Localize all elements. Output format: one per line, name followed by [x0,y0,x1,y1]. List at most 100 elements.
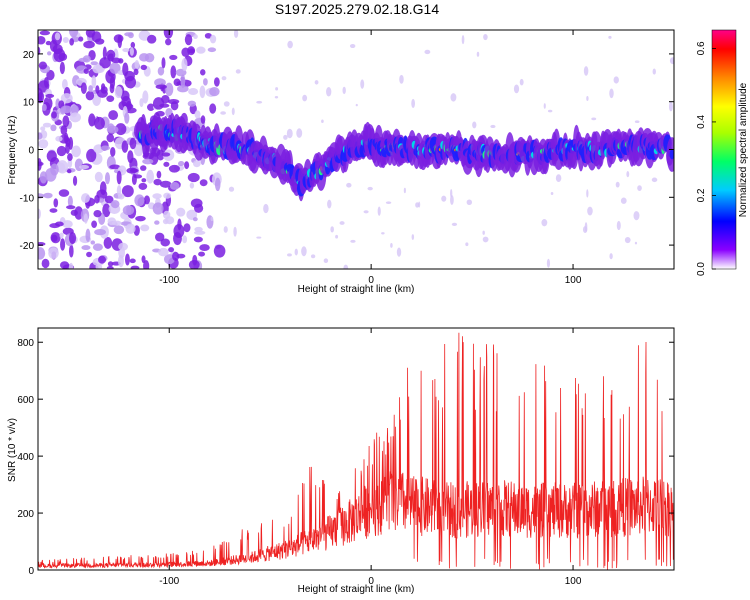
spectrogram-noise-blob [38,88,43,101]
spectrogram-noise-blob [71,104,79,115]
spectrogram-noise-blob [182,235,188,244]
spectrogram-faint-blob [415,202,420,208]
spectrogram-noise-blob [209,103,217,114]
spectrogram-faint-blob [450,93,457,102]
spectrogram-noise-blob [161,152,171,157]
spectrogram-noise-blob [109,76,116,89]
spectrogram-noise-blob [192,254,198,266]
spectrogram-noise-blob [114,86,123,99]
spectrogram-noise-blob [153,178,162,186]
spectrogram-noise-blob [187,172,200,183]
spectrogram-noise-blob [80,82,87,94]
spectrogram-noise-blob [170,65,177,79]
spectrogram-noise-blob [53,198,59,208]
snr-y-tick-label: 0 [28,566,34,577]
spectrogram-noise-blob [173,78,181,87]
spectrogram-faint-blob [220,111,226,115]
spectrogram-faint-blob [669,57,674,65]
spectrogram-noise-blob [54,221,64,227]
spectrogram-noise-blob [66,205,76,210]
spectrogram-noise-blob [41,258,50,269]
spectrogram-noise-blob [83,40,95,49]
spectrogram-noise-blob [67,153,73,162]
spectrogram-noise-blob [124,70,135,82]
spectrogram-noise-blob [106,265,114,269]
spectrogram-noise-blob [111,220,122,226]
spectrogram-noise-blob [129,137,137,150]
spectrogram-noise-blob [62,115,70,128]
snr-frame [37,327,675,571]
spectrogram-noise-blob [196,46,206,54]
spectrogram-x-tick-label: 0 [368,275,374,286]
spectrogram-noise-blob [134,194,145,207]
spectrogram-noise-blob [183,223,191,233]
snr-y-label: SNR (10 * v/v) [7,418,18,482]
spectrogram-noise-blob [43,76,49,88]
colorbar: 0.0 0.2 0.4 0.6 Normalized spectral amplitu… [696,29,749,276]
spectrogram-noise-blob [109,62,121,74]
spectrogram-noise-blob [104,195,114,204]
chart-title: S197.2025.279.02.18.G14 [275,1,439,17]
spectrogram-faint-blob [461,34,465,45]
spectrogram-noise-blob [107,123,115,132]
spectrogram-faint-blob [513,84,520,94]
spectrogram-noise-blob [184,34,193,46]
snr-series-line [37,332,674,570]
spectrogram-noise-blob [141,178,147,183]
spectrogram-faint-blob [651,177,658,183]
spectrogram-faint-blob [424,49,431,55]
spectrogram-noise-blob [178,160,185,167]
spectrogram-faint-blob [335,234,339,239]
spectrogram-noise-blob [199,244,210,251]
spectrogram-faint-blob [286,128,293,139]
spectrogram-faint-blob [210,216,214,222]
spectrogram-noise-blob [193,34,198,40]
spectrogram-faint-blob [302,94,308,102]
spectrogram-noise-blob [108,110,119,121]
spectrogram-noise-blob [60,125,68,136]
spectrogram-faint-blob [396,247,402,257]
spectrogram-faint-blob [555,174,562,183]
spectrogram-noise-blob [192,160,201,168]
spectrogram-faint-blob [624,237,631,244]
spectrogram-noise-blob [40,126,46,131]
spectrogram-noise-blob [51,234,58,242]
spectrogram-noise-blob [60,238,66,251]
spectrogram-noise-blob [204,32,212,39]
spectrogram-faint-blob [355,103,358,107]
spectrogram-faint-blob [634,120,640,124]
spectrogram-faint-blob [620,197,627,204]
spectrogram-faint-blob [339,221,345,225]
spectrogram-faint-blob [349,43,356,49]
spectrogram-noise-blob [121,95,131,108]
spectrogram-noise-blob [94,171,103,183]
spectrogram-faint-blob [583,66,589,76]
spectrogram-noise-blob [58,189,70,197]
spectrogram-noise-blob [169,54,178,61]
spectrogram-x-tick-label: -100 [159,275,179,286]
spectrogram-noise-blob [70,209,78,216]
spectrogram-noise-blob [100,86,108,94]
spectrogram-noise-blob [169,182,180,190]
spectrogram-noise-blob [69,112,81,123]
snr-x-tick-label: 0 [368,576,374,587]
spectrogram-noise-blob [115,123,127,136]
spectrogram-noise-blob [213,244,226,258]
spectrogram-y-tick-label: 0 [28,146,34,157]
spectrogram-noise-blob [69,244,74,258]
spectrogram-noise-blob [110,146,116,157]
spectrogram-faint-blob [350,239,356,243]
spectrogram-noise-blob [46,51,52,56]
spectrogram-noise-blob [181,47,190,58]
spectrogram-noise-blob [81,245,91,251]
spectrogram-noise-blob [165,216,175,225]
spectrogram-noise-blob [125,223,136,234]
spectrogram-noise-blob [55,135,63,142]
spectrogram-faint-blob [637,185,642,192]
spectrogram-noise-blob [165,38,172,46]
spectrogram-noise-blob [155,84,167,90]
spectrogram-faint-blob [367,186,373,191]
spectrogram-noise-blob [131,173,137,186]
spectrogram-noise-blob [91,75,97,89]
